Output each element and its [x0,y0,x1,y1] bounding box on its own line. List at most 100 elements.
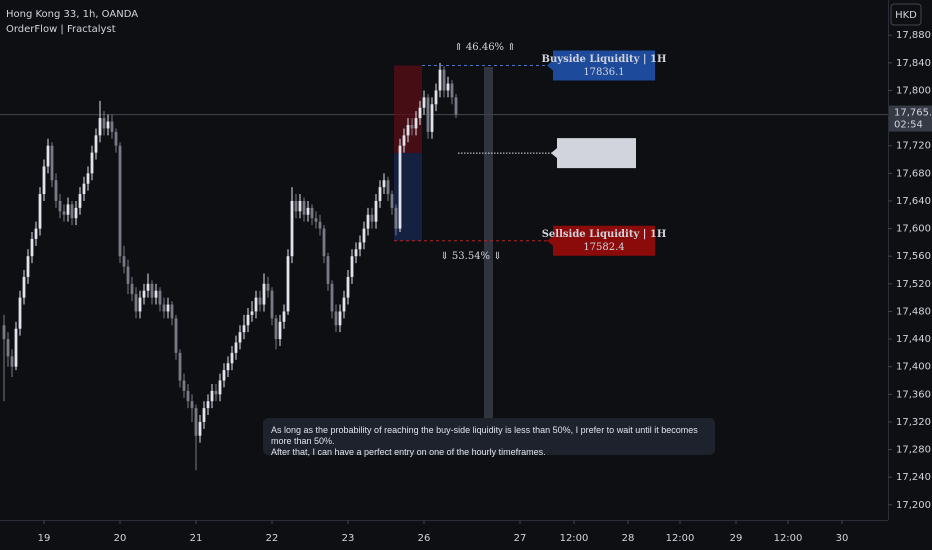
candle-body [202,408,206,422]
y-tick-label: 17,640.0 [896,196,932,207]
candle-body [242,325,246,333]
candle-body [86,173,90,184]
chart-title: Hong Kong 33, 1h, OANDA [6,9,138,20]
discount-zone [394,153,422,241]
y-tick-label: 17,720.0 [896,141,932,152]
candle-body [450,83,454,98]
candle-body [78,194,82,208]
candle-body [302,200,306,215]
x-tick-label: 26 [418,533,431,544]
equilibrium-label-box [551,138,636,169]
x-tick-label: 12:00 [560,533,589,544]
x-tick-label: 23 [342,533,355,544]
candle-body [258,297,262,305]
candle-body [294,200,298,212]
y-tick-label: 17,320.0 [896,417,932,428]
candle-body [10,356,14,367]
candle-body [430,104,434,132]
y-tick-label: 17,400.0 [896,362,932,373]
candle-body [118,145,122,257]
candle-body [70,204,74,219]
candle-body [222,370,226,381]
x-tick-label: 27 [514,533,527,544]
candle-body [306,207,310,215]
y-tick-label: 17,360.0 [896,389,932,400]
candle-body [422,97,426,108]
projection-bar [484,67,493,418]
candle-body [286,256,290,312]
candle-body [30,238,34,257]
candle-body [150,283,154,298]
currency-button[interactable] [890,3,922,26]
y-tick-label: 17,520.0 [896,279,932,290]
y-tick-label: 17,800.0 [896,85,932,96]
candle-body [274,318,278,340]
candle-body [298,200,302,212]
x-tick-label: 29 [730,533,743,544]
candle-body [90,152,94,174]
candle-body [62,211,66,215]
candle-body [442,69,446,91]
y-tick-label: 17,880.0 [896,30,932,41]
candle-body [318,221,322,229]
equilibrium-value: 17709.3 [576,155,617,166]
last-price-box [889,105,932,132]
candle-body [334,311,338,326]
candle-body [2,325,6,340]
candle-body [290,200,294,257]
candle-body [362,228,366,243]
note-box: As long as the probability of reaching t… [263,418,715,457]
candle-body [214,390,218,395]
candle-body [322,228,326,257]
down-probability: ⇓ 53.54% ⇓ [440,251,501,262]
candle-body [74,207,78,219]
countdown-label: 02:54 [894,120,923,131]
candle-body [406,124,410,136]
x-tick-label: 22 [266,533,279,544]
candle-body [194,408,198,436]
equilibrium-label: Equilibrium | [559,142,633,153]
candle-body [246,314,250,326]
candle-body [138,297,142,312]
candle-body [122,256,126,267]
candle-body [178,352,182,381]
candle-body [54,180,58,201]
candle-body [218,380,222,395]
candle-body [94,135,98,153]
candle-body [282,311,286,322]
candle-body [342,297,346,312]
buyside-label-box [547,50,655,81]
candle-body [162,304,166,312]
candle-body [46,145,50,167]
candle-body [434,90,438,105]
y-tick-label: 17,200.0 [896,500,932,511]
candle-body [154,290,158,298]
candle-body [350,256,354,277]
candle-body [398,145,402,229]
x-tick-label: 12:00 [666,533,695,544]
currency-label[interactable]: HKD [895,10,917,21]
candle-body [366,214,370,229]
y-tick-label: 17,680.0 [896,168,932,179]
sellside-value: 17582.4 [583,242,624,253]
marks [0,34,892,524]
candle-body [22,276,26,298]
candle-body [186,390,190,402]
candle-body [390,194,394,208]
candle-body [98,118,102,136]
candle-body [226,363,230,371]
candle-body [250,311,254,315]
candle-body [262,283,266,305]
candle-body [106,121,110,129]
y-tick-label: 17,480.0 [896,306,932,317]
candle-body [158,290,162,305]
candle-body [114,131,118,146]
candle-body [382,180,386,188]
candle-body [38,194,42,229]
candle-body [130,283,134,295]
candle-body [50,145,54,181]
x-tick-label: 20 [114,533,127,544]
candle-body [82,183,86,195]
